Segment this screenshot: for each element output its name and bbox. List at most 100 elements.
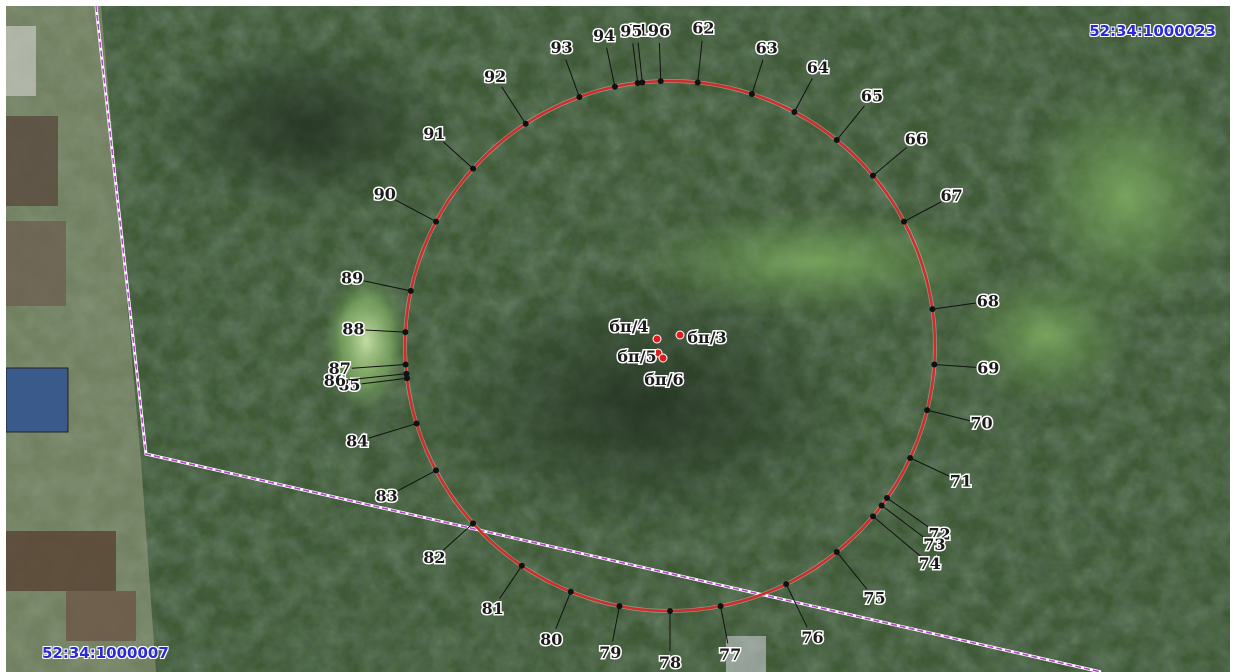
survey-point[interactable]: 74	[870, 513, 942, 574]
survey-point[interactable]: 70	[924, 407, 994, 434]
survey-point-marker[interactable]	[878, 502, 885, 509]
cadastre-label-bottom-left[interactable]: 52:34:1000007	[42, 644, 169, 662]
survey-point-marker[interactable]	[791, 109, 798, 116]
survey-point[interactable]: 80	[539, 588, 574, 650]
survey-point[interactable]: 75	[833, 548, 887, 609]
survey-point[interactable]: 77	[717, 603, 743, 666]
survey-point-marker[interactable]	[407, 287, 414, 294]
survey-point-marker[interactable]	[518, 562, 525, 569]
survey-point[interactable]: 64	[791, 56, 831, 116]
survey-point-marker[interactable]	[616, 603, 623, 610]
survey-point-marker[interactable]	[907, 454, 914, 461]
survey-point-marker[interactable]	[433, 467, 440, 474]
survey-point[interactable]: 72	[884, 494, 952, 545]
survey-point[interactable]: 91	[422, 122, 477, 172]
survey-point-marker[interactable]	[748, 90, 755, 97]
survey-point[interactable]: 68	[929, 290, 1001, 313]
survey-point[interactable]: 84	[345, 420, 420, 452]
map-frame[interactable]: 61 62 63 64 65 66 67 68 69 70 71 72 73 74 75 76 77 78 79 80…	[6, 6, 1230, 672]
blue-roof-outline	[6, 367, 69, 433]
survey-point-marker[interactable]	[870, 513, 877, 520]
survey-point[interactable]: 65	[833, 85, 885, 144]
leader-line	[881, 505, 926, 539]
survey-point-marker[interactable]	[931, 361, 938, 368]
survey-point[interactable]: 78	[657, 608, 683, 672]
survey-point[interactable]: 83	[374, 467, 440, 507]
survey-point[interactable]: 76	[783, 581, 825, 649]
survey-point-marker[interactable]	[402, 361, 409, 368]
center-point-label: бп/4	[609, 317, 648, 336]
survey-point-label: 69	[977, 358, 999, 377]
survey-point-marker[interactable]	[900, 218, 907, 225]
survey-point-marker[interactable]	[783, 581, 790, 588]
survey-point-marker[interactable]	[470, 520, 477, 527]
survey-point-marker[interactable]	[657, 78, 664, 85]
survey-point-marker[interactable]	[833, 548, 840, 555]
survey-point-label: 74	[919, 554, 941, 573]
survey-point[interactable]: 96	[646, 20, 672, 85]
survey-point-marker[interactable]	[717, 603, 724, 610]
survey-point-marker[interactable]	[433, 218, 440, 225]
survey-point-label: 87	[329, 359, 351, 378]
survey-point-marker[interactable]	[403, 375, 410, 382]
survey-point-marker[interactable]	[611, 83, 618, 90]
leader-line	[361, 377, 408, 385]
survey-point[interactable]: 81	[480, 562, 525, 619]
survey-point-marker[interactable]	[884, 494, 891, 501]
survey-point-marker[interactable]	[639, 79, 646, 86]
survey-point-marker[interactable]	[694, 79, 701, 86]
survey-point[interactable]: 92	[483, 65, 529, 127]
survey-point-marker[interactable]	[634, 79, 641, 86]
survey-point[interactable]: 87	[327, 358, 409, 380]
cadastre-label-top-right[interactable]: 52:34:1000023	[1089, 22, 1216, 40]
leader-line	[368, 423, 417, 439]
center-point-marker[interactable]	[675, 330, 685, 340]
survey-point-marker[interactable]	[402, 329, 409, 336]
survey-point-marker[interactable]	[576, 93, 583, 100]
survey-point[interactable]: 95	[619, 20, 644, 86]
leader-line	[903, 201, 942, 223]
survey-point-marker[interactable]	[413, 420, 420, 427]
center-point-marker[interactable]	[652, 334, 662, 344]
survey-point-marker[interactable]	[870, 172, 877, 179]
cadastral-boundary[interactable]	[95, 6, 1102, 672]
survey-point-label: 89	[341, 268, 363, 287]
center-point-marker[interactable]	[658, 353, 668, 363]
survey-point[interactable]: 89	[339, 267, 414, 294]
survey-point[interactable]: 93	[549, 37, 583, 100]
survey-point[interactable]: 67	[900, 185, 964, 225]
survey-point-marker[interactable]	[833, 137, 840, 144]
center-point[interactable]: бп/5	[616, 346, 663, 368]
survey-point-label: 77	[719, 645, 741, 664]
survey-point[interactable]: 94	[591, 24, 618, 90]
survey-point-marker[interactable]	[924, 407, 931, 414]
survey-point-marker[interactable]	[567, 588, 574, 595]
survey-point-marker[interactable]	[929, 306, 936, 313]
center-point[interactable]: бп/6	[643, 353, 685, 391]
center-point[interactable]: бп/3	[675, 327, 728, 349]
survey-point-marker[interactable]	[470, 165, 477, 172]
survey-point-label: 79	[599, 643, 621, 662]
light-vegetation-zone	[1016, 76, 1230, 316]
survey-point-marker[interactable]	[522, 120, 529, 127]
survey-point[interactable]: 62	[691, 17, 716, 86]
survey-point[interactable]: 66	[870, 128, 929, 179]
survey-point[interactable]: 69	[931, 357, 1001, 379]
survey-point-label: 64	[807, 58, 829, 77]
survey-point-label: 71	[950, 472, 972, 491]
leader-line	[565, 59, 580, 98]
survey-point[interactable]: 61	[624, 19, 649, 86]
survey-point[interactable]: 88	[341, 318, 409, 340]
center-point[interactable]: бп/4	[608, 316, 662, 344]
survey-point[interactable]: 79	[598, 603, 623, 664]
survey-point[interactable]: 86	[322, 370, 410, 392]
survey-point-marker[interactable]	[667, 608, 673, 614]
survey-point[interactable]: 63	[748, 37, 779, 97]
survey-point-label: 73	[923, 535, 945, 554]
survey-point[interactable]: 73	[878, 502, 947, 556]
survey-point[interactable]: 82	[422, 520, 477, 569]
survey-point-marker[interactable]	[403, 370, 410, 377]
survey-point[interactable]: 90	[372, 183, 440, 225]
survey-point[interactable]: 71	[907, 454, 974, 492]
